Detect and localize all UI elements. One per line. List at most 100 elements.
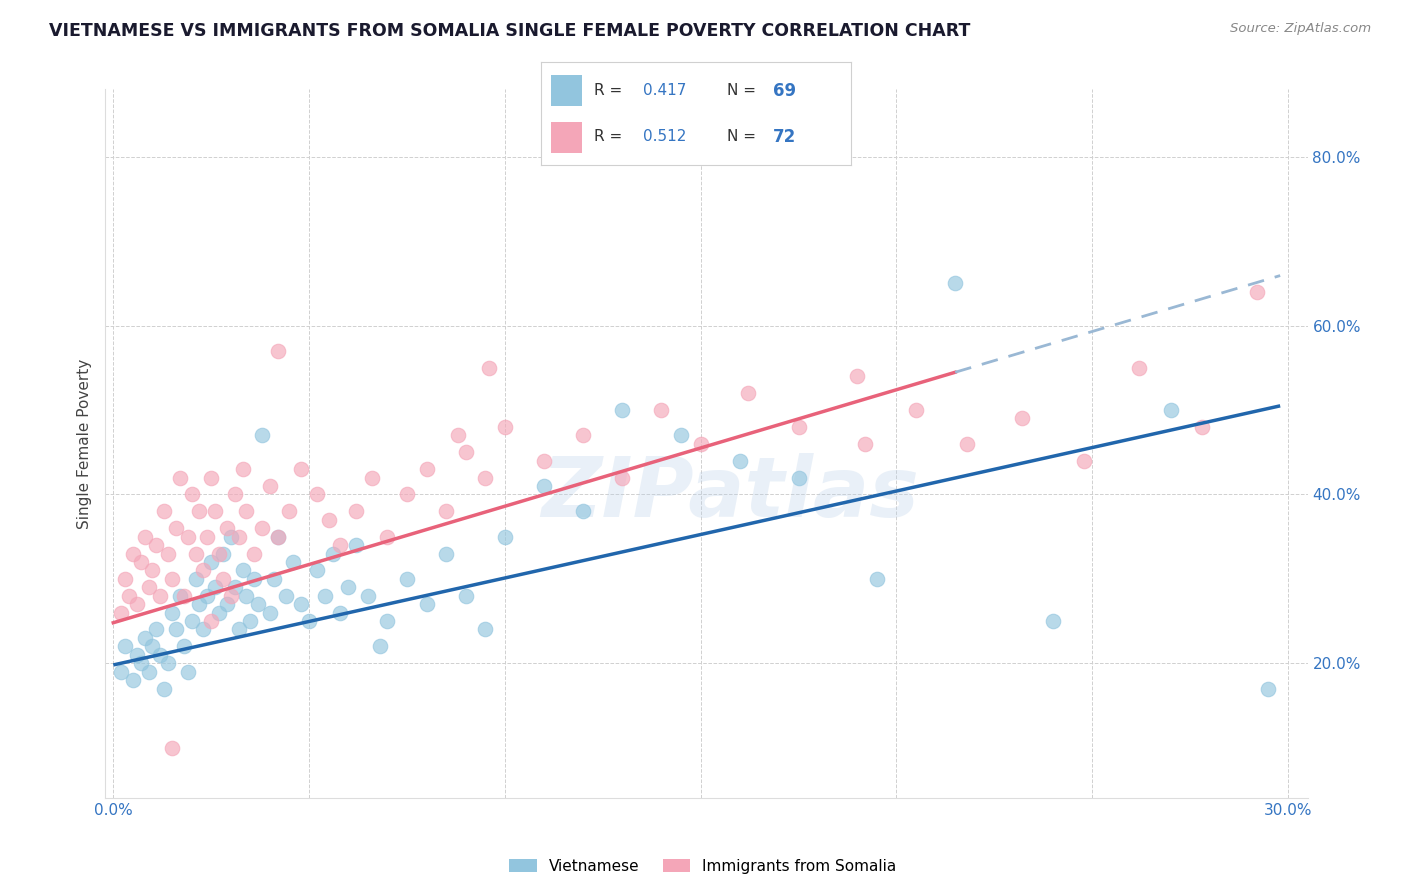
Point	[184, 572, 207, 586]
Point	[129, 657, 152, 671]
Point	[250, 428, 273, 442]
Point	[231, 462, 253, 476]
Point	[572, 504, 595, 518]
Text: 0.512: 0.512	[644, 129, 686, 145]
Point	[176, 665, 198, 679]
Point	[728, 453, 751, 467]
Point	[956, 436, 979, 450]
Point	[212, 547, 235, 561]
Text: Source: ZipAtlas.com: Source: ZipAtlas.com	[1230, 22, 1371, 36]
Point	[125, 648, 148, 662]
Point	[360, 470, 382, 484]
Point	[228, 623, 250, 637]
Point	[572, 428, 595, 442]
Point	[149, 589, 172, 603]
Point	[1246, 285, 1268, 299]
Point	[200, 470, 222, 484]
Point	[494, 420, 516, 434]
Point	[1011, 411, 1033, 425]
Point	[298, 614, 321, 628]
Text: 72: 72	[773, 128, 797, 145]
Point	[219, 589, 242, 603]
Point	[318, 513, 340, 527]
Point	[145, 623, 167, 637]
Point	[208, 547, 231, 561]
Point	[215, 521, 238, 535]
Point	[224, 487, 246, 501]
Text: R =: R =	[593, 129, 627, 145]
Text: N =: N =	[727, 83, 761, 98]
Point	[368, 640, 391, 654]
Point	[121, 673, 143, 687]
Point	[134, 631, 156, 645]
Point	[1128, 360, 1150, 375]
Point	[787, 470, 810, 484]
Point	[689, 436, 711, 450]
Point	[290, 462, 312, 476]
Point	[180, 614, 202, 628]
Point	[243, 572, 266, 586]
Point	[612, 470, 634, 484]
Bar	[551, 75, 582, 105]
Point	[737, 386, 759, 401]
Point	[904, 403, 927, 417]
Point	[224, 580, 246, 594]
Point	[200, 555, 222, 569]
Point	[165, 521, 187, 535]
Point	[129, 555, 152, 569]
Point	[235, 589, 257, 603]
Point	[114, 640, 136, 654]
Point	[149, 648, 172, 662]
Point	[204, 504, 226, 518]
Point	[853, 436, 876, 450]
Point	[125, 597, 148, 611]
Point	[344, 538, 367, 552]
Point	[337, 580, 360, 594]
Point	[434, 547, 457, 561]
Point	[188, 597, 211, 611]
Point	[215, 597, 238, 611]
Point	[533, 453, 555, 467]
Point	[669, 428, 692, 442]
Point	[1257, 681, 1279, 696]
Point	[1191, 420, 1213, 434]
Point	[1160, 403, 1182, 417]
Point	[184, 547, 207, 561]
Point	[377, 614, 399, 628]
Point	[157, 657, 180, 671]
Point	[447, 428, 470, 442]
Point	[533, 479, 555, 493]
Point	[377, 530, 399, 544]
Point	[305, 487, 328, 501]
Text: R =: R =	[593, 83, 627, 98]
Point	[138, 580, 160, 594]
Point	[290, 597, 312, 611]
Point	[141, 640, 163, 654]
Point	[195, 530, 218, 544]
Point	[267, 530, 290, 544]
Point	[145, 538, 167, 552]
Point	[110, 665, 132, 679]
Point	[1073, 453, 1095, 467]
Text: N =: N =	[727, 129, 761, 145]
Point	[193, 623, 215, 637]
Point	[305, 563, 328, 577]
Point	[415, 462, 437, 476]
Point	[259, 606, 281, 620]
Point	[169, 470, 191, 484]
Point	[193, 563, 215, 577]
Point	[153, 681, 176, 696]
Text: VIETNAMESE VS IMMIGRANTS FROM SOMALIA SINGLE FEMALE POVERTY CORRELATION CHART: VIETNAMESE VS IMMIGRANTS FROM SOMALIA SI…	[49, 22, 970, 40]
Text: ZIPatlas: ZIPatlas	[541, 453, 920, 534]
Point	[141, 563, 163, 577]
Point	[454, 589, 477, 603]
Point	[866, 572, 889, 586]
Point	[188, 504, 211, 518]
Point	[357, 589, 380, 603]
Text: 69: 69	[773, 82, 796, 100]
Point	[200, 614, 222, 628]
Point	[219, 530, 242, 544]
Point	[454, 445, 477, 459]
Point	[110, 606, 132, 620]
Point	[138, 665, 160, 679]
